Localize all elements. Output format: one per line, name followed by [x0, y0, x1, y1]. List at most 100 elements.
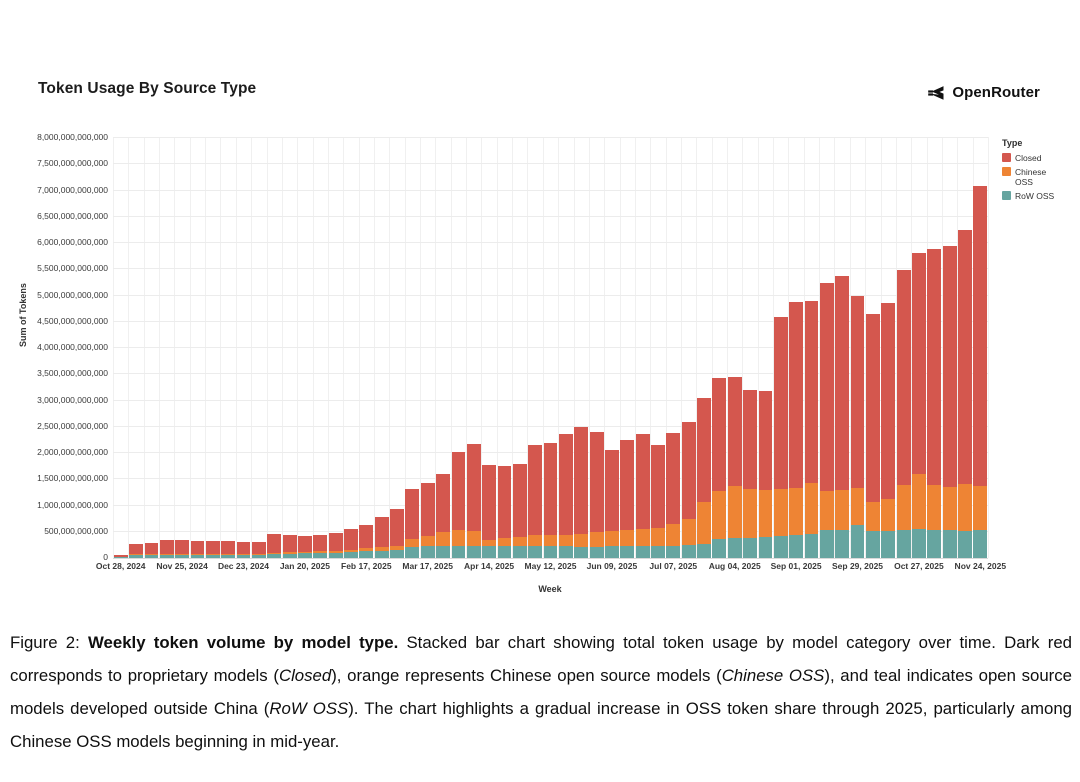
bar-segment-closed — [190, 540, 205, 555]
bar-segment-chinese-oss — [789, 487, 804, 536]
bar-week — [129, 544, 143, 558]
bar-segment-row-oss — [251, 554, 266, 558]
bar-week — [681, 421, 696, 558]
bar-segment-chinese-oss — [651, 527, 665, 547]
bar-segment-row-oss — [267, 553, 282, 558]
y-tick-label: 7,500,000,000,000 — [37, 158, 108, 169]
bar-segment-closed — [420, 482, 435, 537]
bar-week — [789, 302, 804, 558]
bar-segment-row-oss — [958, 531, 972, 558]
bar-segment-closed — [712, 378, 727, 492]
caption-segment: ). The chart highlights a gradual increa… — [10, 699, 1072, 751]
horizontal-gridline — [113, 320, 988, 322]
bar-week — [205, 541, 220, 558]
bar-segment-row-oss — [666, 546, 681, 558]
bar-week — [497, 466, 512, 558]
bar-segment-row-oss — [374, 550, 389, 558]
openrouter-logo-icon — [928, 85, 944, 100]
bar-week — [743, 390, 758, 558]
y-tick-label: 4,000,000,000,000 — [37, 342, 108, 352]
bar-segment-closed — [635, 434, 650, 530]
x-tick-label: Oct 28, 2024 — [95, 561, 146, 571]
bar-week — [620, 440, 635, 558]
bar-segment-closed — [819, 283, 834, 491]
caption-segment: Chinese OSS — [721, 666, 825, 685]
bar-segment-chinese-oss — [344, 549, 358, 553]
x-tick-label: Nov 24, 2025 — [954, 561, 1007, 571]
bar-segment-closed — [651, 445, 665, 528]
bar-week — [819, 283, 834, 558]
legend-item: Chinese OSS — [1002, 167, 1074, 187]
bar-segment-row-oss — [620, 546, 635, 558]
bar-segment-row-oss — [865, 531, 880, 558]
x-tick-label: Sep 29, 2025 — [831, 561, 884, 571]
bar-segment-chinese-oss — [804, 483, 819, 534]
bar-segment-closed — [912, 252, 926, 474]
horizontal-gridline — [113, 399, 988, 401]
bar-segment-closed — [451, 452, 466, 530]
bar-week — [712, 378, 727, 558]
bar-segment-closed — [482, 465, 497, 540]
bar-segment-closed — [666, 433, 681, 524]
bar-segment-closed — [113, 555, 128, 558]
bar-segment-chinese-oss — [221, 553, 236, 555]
bar-segment-chinese-oss — [666, 523, 681, 547]
bar-segment-row-oss — [835, 529, 850, 558]
bar-segment-row-oss — [405, 546, 420, 558]
caption-segment: RoW OSS — [269, 699, 349, 718]
bar-segment-closed — [697, 397, 711, 502]
bar-segment-row-oss — [420, 546, 435, 558]
bar-segment-chinese-oss — [543, 535, 558, 547]
bar-segment-chinese-oss — [405, 538, 420, 547]
bar-segment-row-oss — [313, 553, 328, 558]
bar-segment-chinese-oss — [466, 530, 481, 546]
bar-segment-closed — [344, 528, 358, 550]
bar-segment-chinese-oss — [958, 483, 972, 532]
x-axis-tick-labels: Oct 28, 2024 Nov 25, 2024 Dec 23, 2024 Jan … — [96, 561, 1006, 575]
y-axis-tick-labels: 0 500,000,000,000 1,000,000,000,000 1,500,0… — [0, 132, 108, 562]
bar-segment-chinese-oss — [819, 490, 834, 531]
bar-segment-chinese-oss — [681, 518, 696, 546]
bar-segment-closed — [436, 473, 450, 533]
x-tick-label: Sep 01, 2025 — [770, 561, 822, 571]
bar-week — [113, 555, 128, 558]
chart-title: Token Usage By Source Type — [38, 80, 257, 97]
bar-segment-row-oss — [528, 546, 543, 558]
bar-week — [589, 432, 604, 558]
bar-segment-closed — [175, 539, 190, 555]
bar-week — [727, 376, 742, 558]
bar-week — [436, 473, 450, 558]
bar-segment-row-oss — [589, 546, 604, 558]
horizontal-gridline — [113, 242, 988, 243]
bar-segment-chinese-oss — [727, 486, 742, 539]
horizontal-gridline — [113, 373, 988, 375]
bar-segment-row-oss — [344, 552, 358, 558]
caption-segment: Closed — [278, 666, 332, 685]
y-tick-label: 0 — [103, 552, 108, 562]
openrouter-brand: OpenRouter — [927, 84, 1040, 101]
bar-segment-closed — [789, 302, 804, 488]
legend-swatch-icon — [1002, 153, 1011, 162]
caption-segment: Weekly token volume by model type. — [88, 633, 399, 652]
bar-segment-closed — [927, 248, 942, 485]
bar-week — [251, 541, 266, 558]
bar-week — [773, 317, 788, 558]
bar-segment-chinese-oss — [251, 553, 266, 555]
horizontal-gridline — [113, 189, 988, 191]
bar-segment-chinese-oss — [497, 537, 512, 547]
bar-week — [865, 314, 880, 558]
bar-segment-chinese-oss — [912, 474, 926, 529]
bar-week — [574, 426, 589, 558]
bar-segment-row-oss — [236, 554, 251, 558]
bar-segment-row-oss — [804, 533, 819, 558]
bar-segment-row-oss — [881, 531, 896, 558]
bar-segment-row-oss — [144, 554, 159, 558]
bar-segment-closed — [528, 445, 543, 536]
bar-week — [651, 445, 665, 558]
bar-segment-chinese-oss — [236, 553, 251, 555]
horizontal-gridline — [113, 294, 988, 296]
bar-segment-chinese-oss — [558, 534, 573, 546]
x-tick-label: Oct 27, 2025 — [894, 561, 944, 571]
bar-segment-chinese-oss — [865, 501, 880, 532]
legend-items: Closed Chinese OSS RoW OSS — [1002, 153, 1074, 201]
